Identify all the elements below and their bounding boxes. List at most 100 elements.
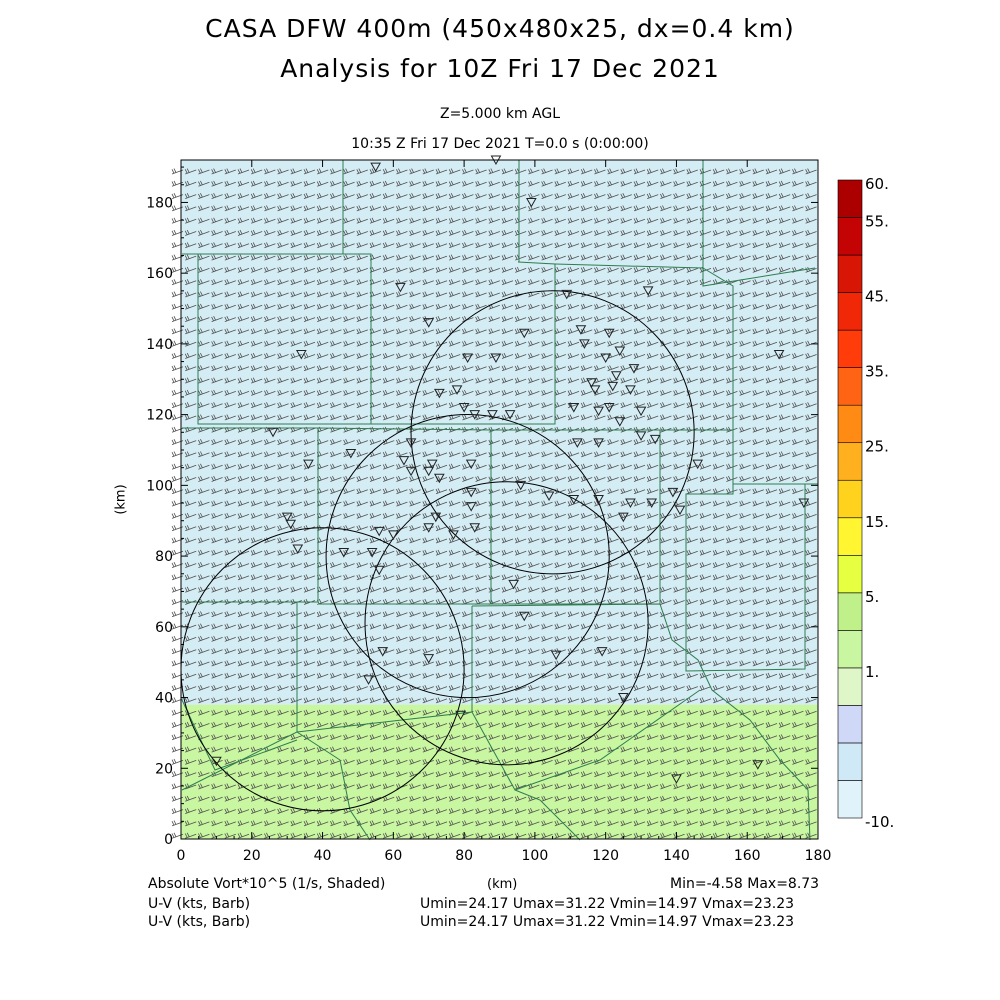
- station-marker: [515, 480, 527, 491]
- station-markers: [211, 155, 810, 784]
- station-marker: [568, 403, 580, 413]
- station-marker: [508, 579, 520, 590]
- station-marker: [773, 350, 785, 360]
- station-marker: [628, 364, 640, 374]
- colorbar-swatch: [837, 367, 863, 406]
- colorbar-swatch: [837, 780, 863, 819]
- station-marker: [618, 693, 629, 703]
- x-tick-label: 160: [734, 848, 761, 864]
- station-marker: [387, 530, 399, 540]
- station-marker: [405, 438, 417, 448]
- colorbar-swatch: [837, 479, 863, 519]
- station-marker: [398, 456, 410, 466]
- station-marker: [575, 325, 587, 335]
- station-marker: [646, 498, 658, 509]
- station-marker: [373, 526, 385, 537]
- station-marker: [433, 473, 445, 484]
- station-marker: [423, 318, 435, 328]
- colorbar-swatch: [837, 179, 863, 218]
- x-tick-label: 60: [384, 848, 402, 864]
- uv-stats-1: Umin=24.17 Umax=31.22 Vmin=14.97 Vmax=23…: [420, 896, 795, 912]
- y-tick-label: 0: [164, 832, 173, 848]
- station-marker: [589, 385, 601, 395]
- colorbar-label: 15.: [865, 513, 889, 531]
- station-marker: [593, 438, 604, 448]
- radar-range-ring: [364, 481, 649, 766]
- colorbar-swatch: [837, 705, 863, 744]
- station-marker: [281, 512, 293, 523]
- y-tick-label: 180: [146, 195, 173, 211]
- station-marker: [625, 498, 636, 509]
- x-tick-label: 120: [592, 848, 619, 864]
- colorbar-swatch: [837, 742, 863, 781]
- station-marker: [667, 487, 679, 498]
- y-axis-label: (km): [113, 484, 129, 515]
- colorbar-label: 60.: [865, 175, 889, 193]
- station-marker: [607, 381, 619, 392]
- station-marker: [267, 427, 279, 438]
- station-marker: [211, 756, 222, 767]
- field-label-vorticity: Absolute Vort*10^5 (1/s, Shaded): [148, 876, 386, 892]
- colorbar-swatch: [837, 442, 863, 481]
- colorbar-swatch: [837, 329, 863, 368]
- colorbar-swatch: [837, 292, 863, 331]
- station-marker: [610, 371, 622, 381]
- colorbar-label: 35.: [865, 363, 889, 381]
- station-marker: [338, 548, 350, 558]
- colorbar-label: 1.: [865, 663, 879, 681]
- station-marker: [395, 282, 406, 293]
- station-marker: [295, 350, 307, 360]
- station-marker: [303, 459, 314, 470]
- station-marker: [469, 410, 481, 420]
- station-marker: [285, 519, 297, 530]
- station-marker: [593, 495, 604, 505]
- station-marker: [600, 353, 612, 364]
- colorbar-swatch: [837, 404, 863, 444]
- station-marker: [798, 498, 810, 509]
- colorbar-swatch: [837, 254, 863, 293]
- station-marker: [430, 512, 442, 523]
- x-tick-label: 80: [455, 848, 473, 864]
- station-marker: [490, 353, 502, 364]
- station-marker: [504, 410, 516, 420]
- title-line1: CASA DFW 400m (450x480x25, dx=0.4 km): [205, 14, 795, 43]
- colorbar-label: 55.: [865, 213, 889, 231]
- station-marker: [465, 502, 477, 512]
- station-marker: [550, 650, 562, 661]
- station-marker: [671, 774, 682, 784]
- x-tick-label: 40: [314, 848, 332, 864]
- radar-range-ring: [325, 414, 610, 699]
- station-marker: [635, 406, 647, 417]
- station-marker: [525, 197, 537, 208]
- station-marker: [618, 512, 629, 523]
- station-marker: [345, 449, 357, 459]
- colorbar: 60. 55. 45. 35. 25. 15. 5. 1. -10.: [837, 175, 894, 831]
- shaded-region: [181, 704, 818, 839]
- title-line2: Analysis for 10Z Fri 17 Dec 2021: [280, 54, 720, 83]
- colorbar-swatch: [837, 517, 863, 556]
- station-marker: [366, 548, 378, 558]
- station-marker: [642, 286, 654, 296]
- station-marker: [518, 611, 530, 622]
- colorbar-swatch: [837, 630, 863, 669]
- level-label: Z=5.000 km AGL: [439, 106, 561, 122]
- colorbar-swatch: [837, 217, 863, 256]
- station-marker: [649, 434, 661, 445]
- colorbar-label: -10.: [865, 813, 894, 831]
- radar-range-ring: [410, 290, 695, 575]
- station-marker: [451, 385, 463, 395]
- radar-range-rings: [180, 290, 695, 812]
- station-marker: [405, 466, 417, 477]
- field-label-uv-2: U-V (kts, Barb): [148, 914, 251, 930]
- station-marker: [674, 505, 686, 516]
- y-tick-label: 160: [146, 266, 173, 282]
- station-marker: [572, 438, 583, 448]
- station-marker: [465, 459, 477, 470]
- station-marker: [692, 459, 704, 470]
- station-marker: [579, 339, 590, 349]
- station-marker: [561, 289, 573, 300]
- field-minmax: Min=-4.58 Max=8.73: [670, 876, 820, 892]
- y-tick-label: 60: [155, 620, 173, 636]
- field-label-uv-1: U-V (kts, Barb): [148, 896, 251, 912]
